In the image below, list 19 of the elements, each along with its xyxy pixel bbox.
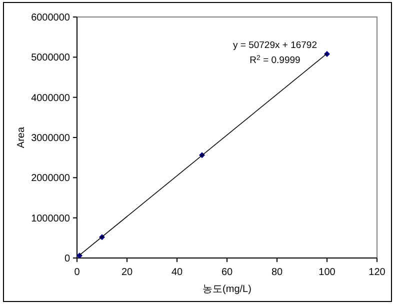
y-tick-label: 0 xyxy=(64,254,70,264)
y-tick-label: 5000000 xyxy=(31,52,70,64)
annotation: y = 50729x + 16792 xyxy=(233,40,317,51)
annotation: R$^{2}$ = 0.9999 xyxy=(250,54,300,66)
x-tick-label: 20 xyxy=(121,267,133,278)
x-tick-label: 60 xyxy=(221,267,233,278)
x-axis-title: 농도(mg/L) xyxy=(202,284,252,295)
y-axis-title: Area xyxy=(16,126,27,148)
y-tick-label: 1000000 xyxy=(31,213,70,224)
x-tick-label: 40 xyxy=(171,267,183,278)
y-tick-label: 3000000 xyxy=(31,133,70,144)
y-tick-label: 2000000 xyxy=(31,173,70,184)
x-tick-label: 100 xyxy=(318,267,336,278)
y-tick-label: 6000000 xyxy=(31,12,70,24)
x-tick-label: 0 xyxy=(74,267,80,278)
x-tick-label: 120 xyxy=(368,267,386,278)
point xyxy=(76,252,82,259)
y-tick-label: 4000000 xyxy=(31,92,70,104)
x-tick-label: 80 xyxy=(271,267,283,278)
